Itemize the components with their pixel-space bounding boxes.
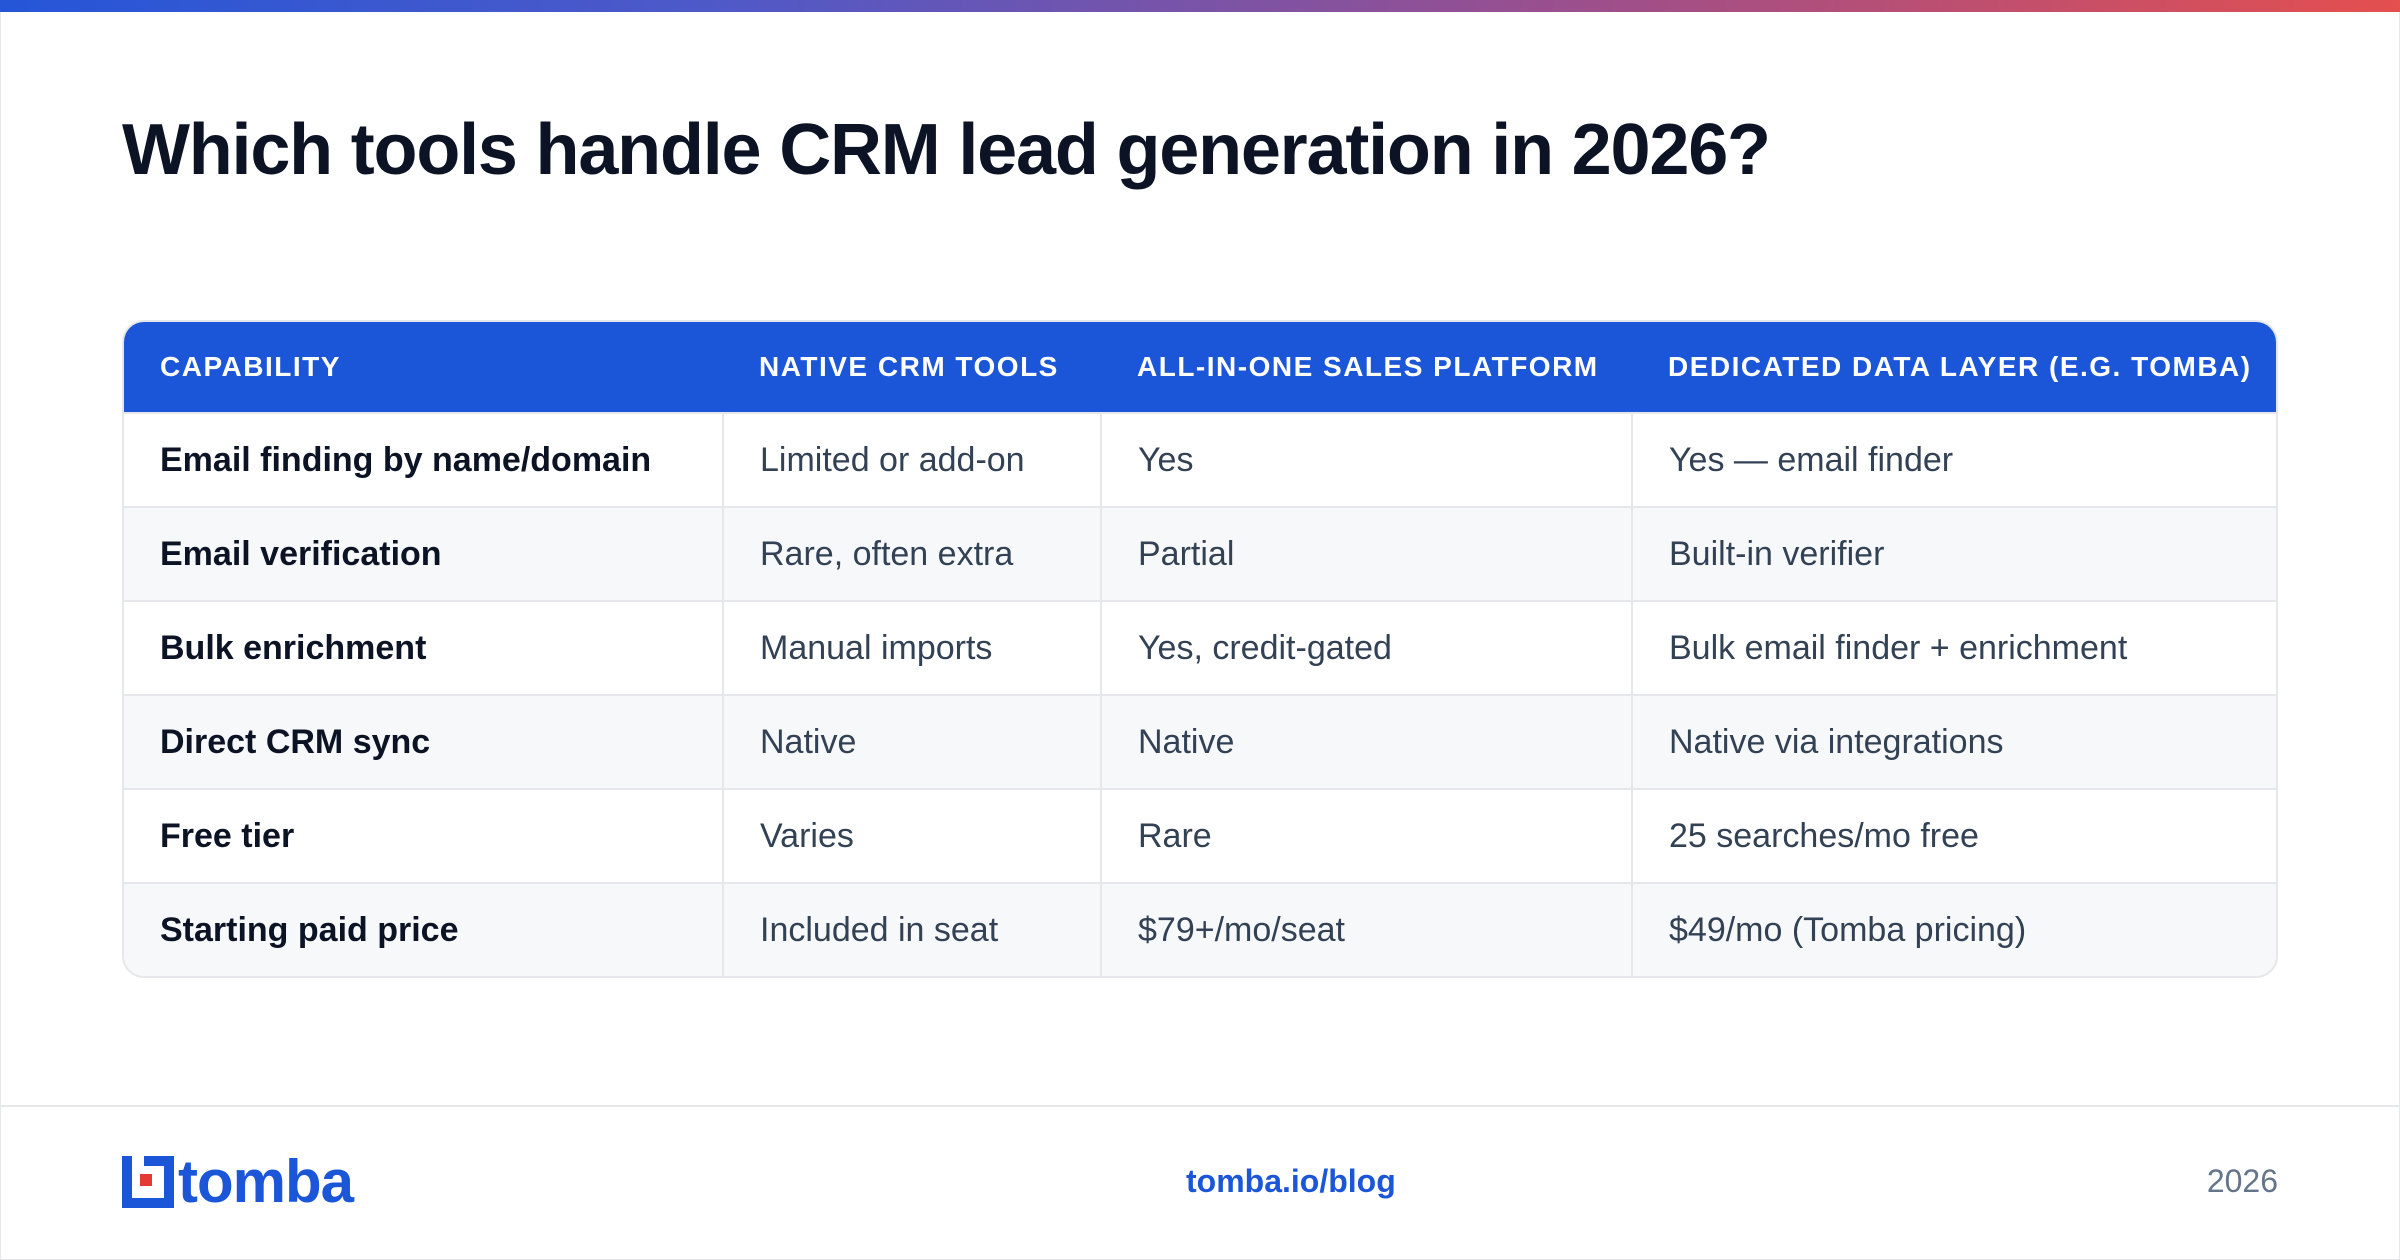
- table-row: Starting paid price Included in seat $79…: [124, 882, 2276, 976]
- table-cell: $79+/mo/seat: [1100, 882, 1632, 976]
- table-cell: Bulk email finder + enrichment: [1631, 600, 2276, 695]
- header-capability: CAPABILITY: [124, 322, 723, 413]
- capability-cell: Starting paid price: [124, 882, 723, 976]
- table-cell: Partial: [1100, 506, 1632, 601]
- blog-link[interactable]: tomba.io/blog: [1186, 1163, 1396, 1199]
- table-row: Email finding by name/domain Limited or …: [124, 412, 2276, 507]
- table-row: Email verification Rare, often extra Par…: [124, 506, 2276, 601]
- table-cell: Included in seat: [722, 882, 1101, 976]
- logo-wordmark: tomba: [178, 1148, 354, 1215]
- table-cell: Built-in verifier: [1631, 506, 2276, 601]
- table-row: Direct CRM sync Native Native Native via…: [124, 694, 2276, 789]
- header-native-crm-tools: NATIVE CRM TOOLS: [723, 322, 1101, 413]
- table-cell: 25 searches/mo free: [1631, 788, 2276, 883]
- capability-cell: Free tier: [124, 788, 723, 883]
- table-cell: Rare: [1100, 788, 1632, 883]
- header-all-in-one-platform: ALL-IN-ONE SALES PLATFORM: [1101, 322, 1632, 413]
- page-title: Which tools handle CRM lead generation i…: [122, 110, 1771, 190]
- tomba-logo[interactable]: tomba: [122, 1148, 354, 1215]
- table-cell: Yes: [1100, 412, 1632, 507]
- table-cell: Native: [722, 694, 1101, 789]
- comparison-table-container: CAPABILITY NATIVE CRM TOOLS ALL-IN-ONE S…: [122, 320, 2278, 978]
- table-cell: Manual imports: [722, 600, 1101, 695]
- table-cell: Native via integrations: [1631, 694, 2276, 789]
- footer-divider: [0, 1105, 2400, 1107]
- table-cell: Native: [1100, 694, 1632, 789]
- table-cell: $49/mo (Tomba pricing): [1631, 882, 2276, 976]
- capability-cell: Email finding by name/domain: [124, 412, 723, 507]
- footer-year: 2026: [2206, 1163, 2278, 1199]
- capability-cell: Email verification: [124, 506, 723, 601]
- table-row: Free tier Varies Rare 25 searches/mo fre…: [124, 788, 2276, 883]
- table-header-row: CAPABILITY NATIVE CRM TOOLS ALL-IN-ONE S…: [124, 322, 2276, 413]
- gradient-top-bar: [0, 0, 2400, 12]
- comparison-table: CAPABILITY NATIVE CRM TOOLS ALL-IN-ONE S…: [124, 322, 2276, 976]
- table-cell: Yes — email finder: [1631, 412, 2276, 507]
- table-row: Bulk enrichment Manual imports Yes, cred…: [124, 600, 2276, 695]
- table-cell: Yes, credit-gated: [1100, 600, 1632, 695]
- capability-cell: Bulk enrichment: [124, 600, 723, 695]
- table-cell: Rare, often extra: [722, 506, 1101, 601]
- tomba-logo-icon: [122, 1156, 174, 1208]
- table-cell: Varies: [722, 788, 1101, 883]
- capability-cell: Direct CRM sync: [124, 694, 723, 789]
- header-dedicated-data-layer: DEDICATED DATA LAYER (E.G. TOMBA): [1632, 322, 2276, 413]
- table-cell: Limited or add-on: [722, 412, 1101, 507]
